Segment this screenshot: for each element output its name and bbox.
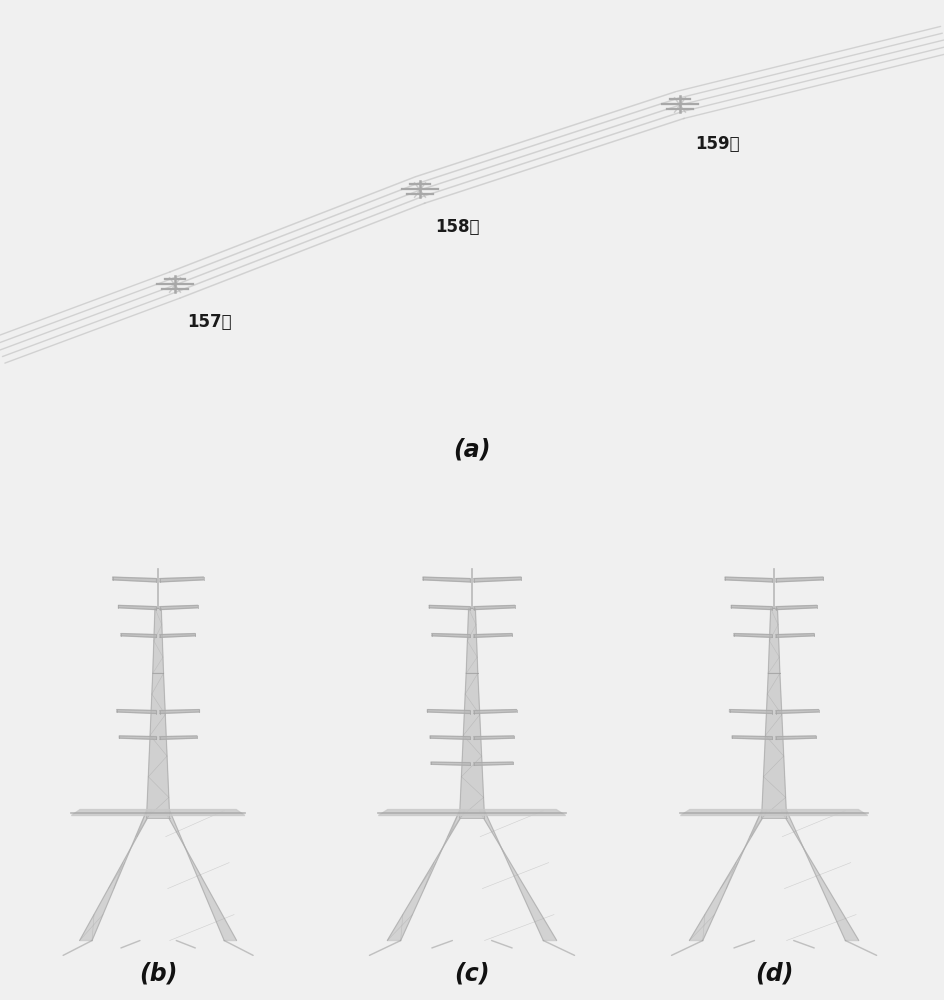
Polygon shape (474, 736, 514, 739)
Text: (b): (b) (139, 961, 177, 985)
Polygon shape (430, 736, 470, 739)
Polygon shape (762, 673, 786, 818)
Polygon shape (165, 811, 237, 941)
Polygon shape (689, 811, 767, 941)
Text: 159号: 159号 (695, 135, 740, 153)
Polygon shape (782, 811, 859, 941)
Polygon shape (428, 710, 470, 714)
Polygon shape (734, 634, 772, 637)
Polygon shape (153, 608, 163, 673)
Polygon shape (146, 673, 170, 818)
Polygon shape (474, 762, 513, 765)
Polygon shape (379, 810, 565, 815)
Text: (c): (c) (454, 961, 490, 985)
Polygon shape (460, 673, 484, 818)
Polygon shape (474, 710, 516, 714)
Polygon shape (776, 710, 818, 714)
Polygon shape (430, 605, 470, 610)
Polygon shape (776, 577, 823, 582)
Polygon shape (732, 605, 772, 610)
Polygon shape (725, 577, 772, 582)
Polygon shape (681, 810, 868, 815)
Polygon shape (387, 811, 464, 941)
Polygon shape (117, 710, 157, 714)
Polygon shape (474, 577, 521, 582)
Polygon shape (776, 736, 816, 739)
Text: (d): (d) (755, 961, 793, 985)
Polygon shape (160, 605, 198, 610)
Polygon shape (160, 577, 204, 582)
Polygon shape (466, 608, 478, 673)
Polygon shape (119, 605, 157, 610)
Polygon shape (474, 634, 512, 637)
Polygon shape (768, 608, 780, 673)
Polygon shape (730, 710, 772, 714)
Polygon shape (432, 634, 470, 637)
Polygon shape (423, 577, 470, 582)
Polygon shape (112, 577, 157, 582)
Text: (a): (a) (453, 438, 491, 462)
Polygon shape (119, 736, 157, 739)
Text: 158号: 158号 (435, 218, 480, 236)
Polygon shape (79, 811, 151, 941)
Polygon shape (121, 634, 157, 637)
Polygon shape (431, 762, 470, 765)
Polygon shape (776, 634, 814, 637)
Polygon shape (480, 811, 557, 941)
Polygon shape (776, 605, 817, 610)
Text: 157号: 157号 (187, 313, 231, 331)
Polygon shape (160, 710, 199, 714)
Polygon shape (160, 736, 197, 739)
Polygon shape (474, 605, 514, 610)
Polygon shape (160, 634, 195, 637)
Polygon shape (733, 736, 772, 739)
Polygon shape (72, 810, 244, 815)
